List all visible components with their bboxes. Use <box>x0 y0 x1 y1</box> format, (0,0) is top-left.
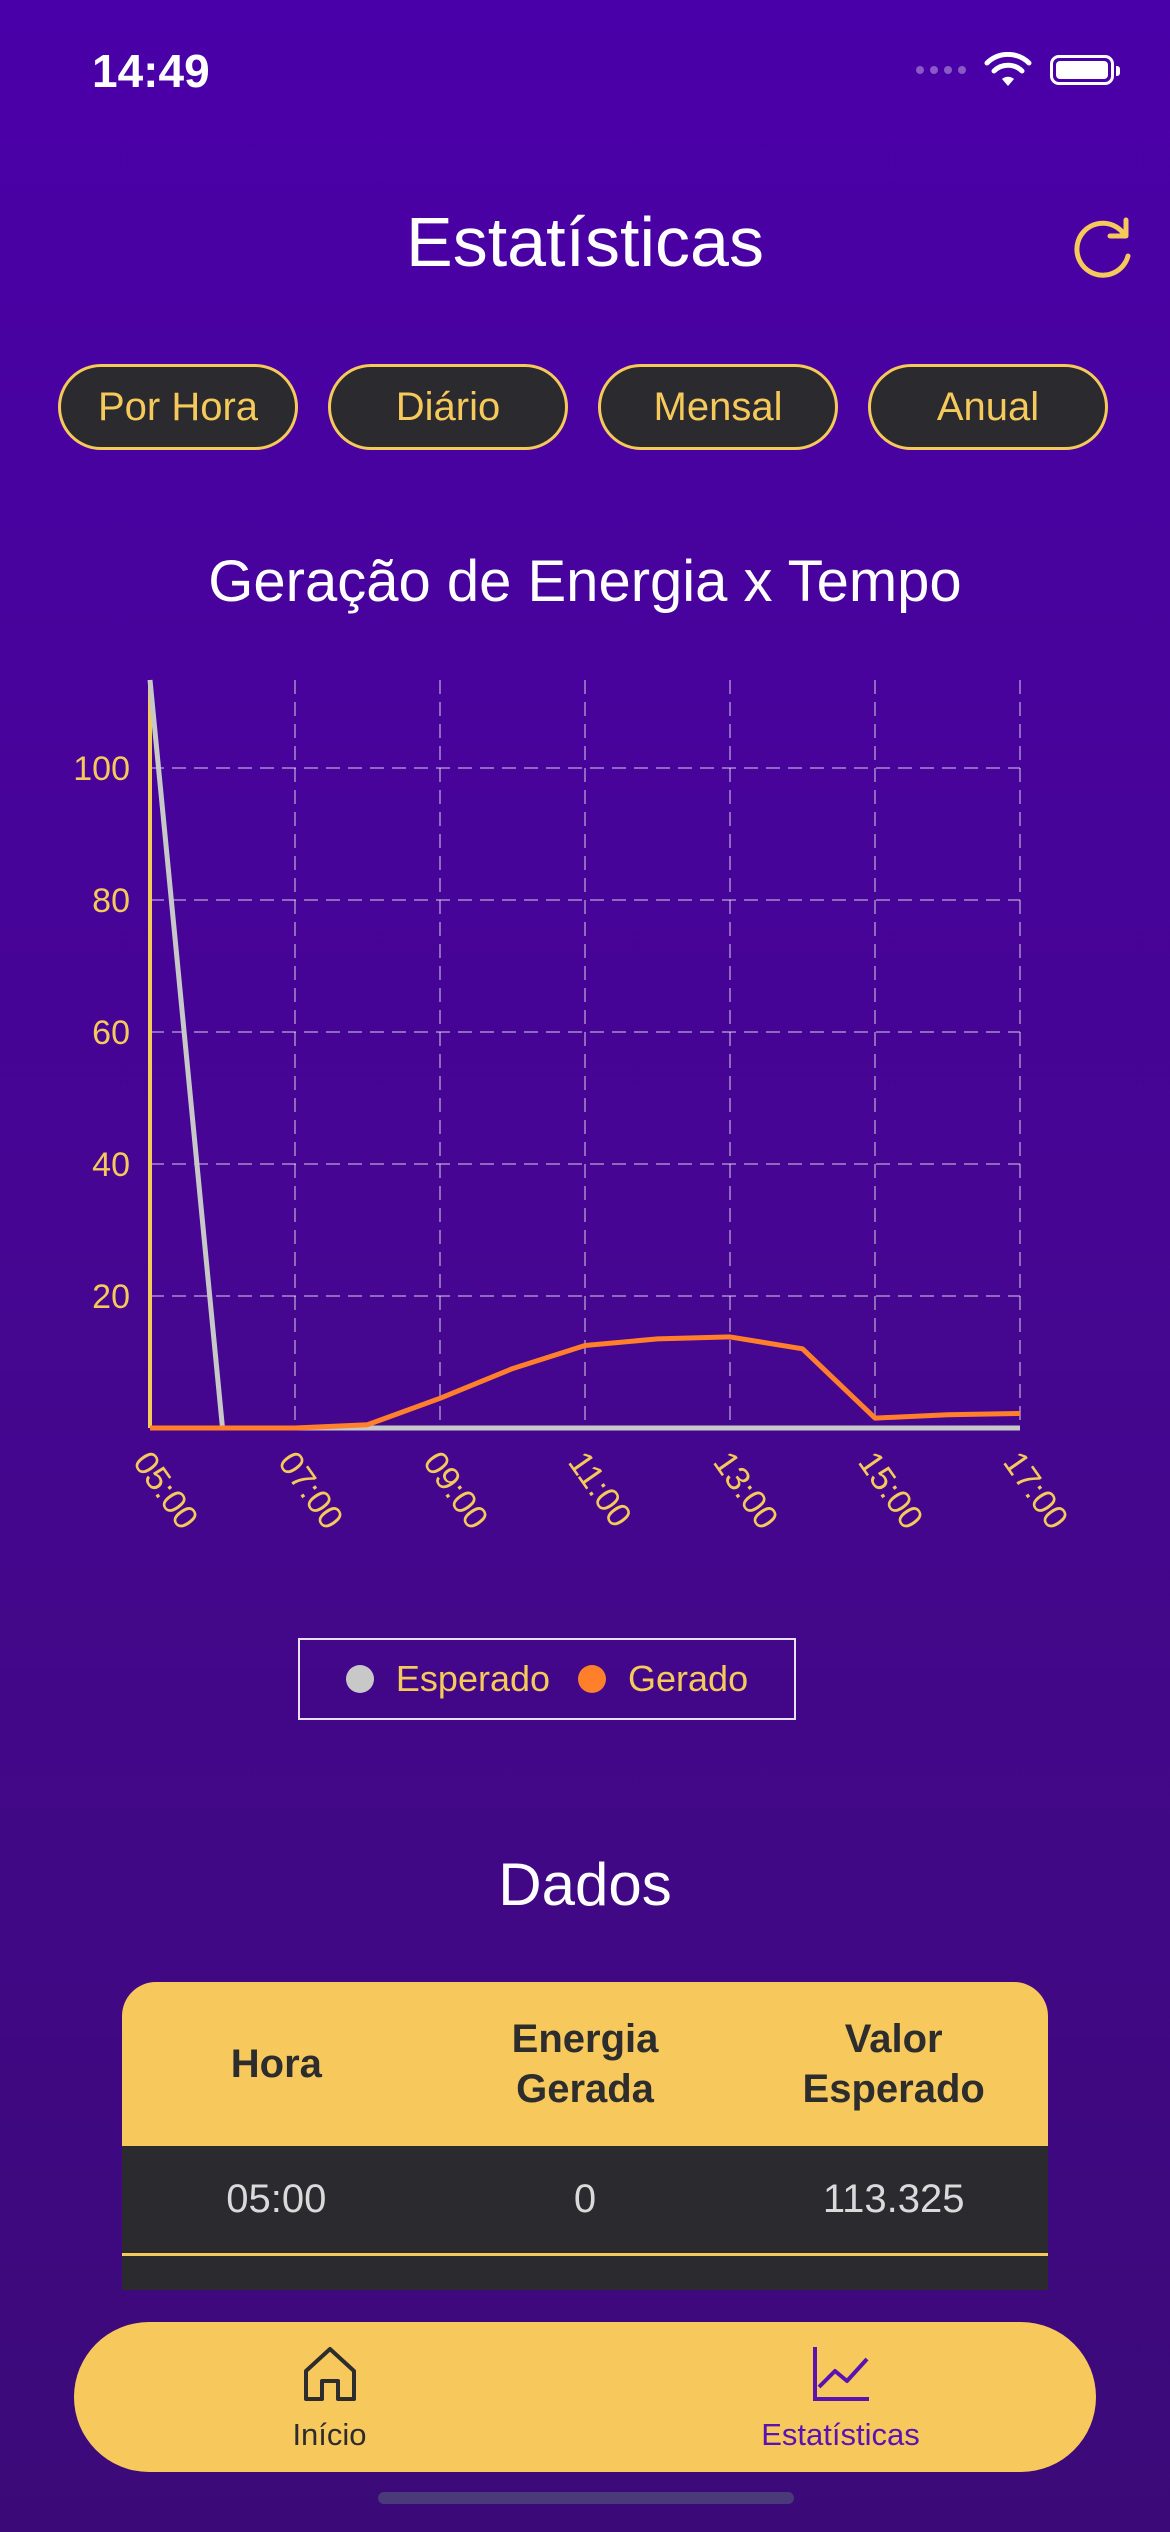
energy-line-chart: 05:00 07:00 09:00 11:00 13:00 15:00 17:00 20 40 6… <box>73 679 1075 1537</box>
tab-por-hora[interactable]: Por Hora <box>58 364 298 450</box>
header-valor-esperado: Valor Esperado <box>802 2017 985 2111</box>
cell-valor-esperado: 113.325 <box>822 2177 965 2221</box>
y-tick-label: 40 <box>92 1146 130 1184</box>
series-line-gerado <box>150 1334 1021 1431</box>
page-title: Estatísticas <box>406 203 764 281</box>
legend-label-gerado: Gerado <box>628 1658 749 1699</box>
table-header: Hora Energia Gerada Valor Esperado <box>122 1982 1048 2146</box>
nav-label-inicio: Início <box>292 2417 367 2452</box>
nav-item-estatisticas[interactable]: Estatísticas <box>585 2322 1096 2472</box>
tab-mensal[interactable]: Mensal <box>598 364 838 450</box>
y-tick-label: 20 <box>92 1278 130 1316</box>
nav-label-estatisticas: Estatísticas <box>761 2417 920 2452</box>
y-tick-label: 100 <box>73 750 130 788</box>
header-hora: Hora <box>230 2042 322 2086</box>
data-table: Hora Energia Gerada Valor Esperado 05:00… <box>122 1982 1048 2290</box>
x-tick-label: 17:00 <box>995 1445 1075 1537</box>
table-row: 05:00 0 113.325 <box>122 2146 1048 2256</box>
tab-anual[interactable]: Anual <box>868 364 1108 450</box>
legend-item-esperado[interactable]: Esperado <box>345 1658 551 1700</box>
x-tick-label: 09:00 <box>415 1445 495 1537</box>
battery-icon <box>1050 55 1120 85</box>
wifi-icon <box>984 52 1032 86</box>
legend-label-esperado: Esperado <box>395 1658 551 1699</box>
chart-legend: Esperado Gerado <box>298 1638 796 1720</box>
home-icon <box>303 2347 356 2401</box>
nav-item-inicio[interactable]: Início <box>74 2322 585 2472</box>
home-indicator <box>378 2492 794 2504</box>
x-tick-label: 13:00 <box>705 1445 785 1537</box>
status-time: 14:49 <box>92 45 210 97</box>
x-tick-label: 05:00 <box>125 1445 205 1537</box>
refresh-icon[interactable] <box>1068 212 1138 282</box>
x-tick-label: 15:00 <box>850 1445 930 1537</box>
x-tick-label: 11:00 <box>560 1445 638 1534</box>
cellular-signal-icon <box>916 66 966 74</box>
y-tick-label: 60 <box>92 1014 130 1052</box>
legend-item-gerado[interactable]: Gerado <box>578 1658 748 1700</box>
gerado-dot-icon <box>578 1665 607 1693</box>
status-indicators <box>916 52 1120 88</box>
header-energia-gerada: Energia Gerada <box>511 2017 659 2111</box>
bottom-nav: Início Estatísticas <box>74 2322 1096 2472</box>
x-tick-label: 07:00 <box>270 1445 350 1537</box>
data-section-title: Dados <box>498 1851 672 1918</box>
tab-diario[interactable]: Diário <box>328 364 568 450</box>
cell-hora: 05:00 <box>226 2177 327 2221</box>
chart-icon <box>812 2347 869 2401</box>
cell-energia-gerada: 0 <box>573 2177 597 2221</box>
table-row <box>122 2256 1048 2290</box>
period-tabs: Por Hora Diário Mensal Anual <box>58 364 1108 450</box>
y-tick-label: 80 <box>92 882 130 920</box>
chart-title: Geração de Energia x Tempo <box>208 549 962 614</box>
esperado-dot-icon <box>345 1665 374 1693</box>
